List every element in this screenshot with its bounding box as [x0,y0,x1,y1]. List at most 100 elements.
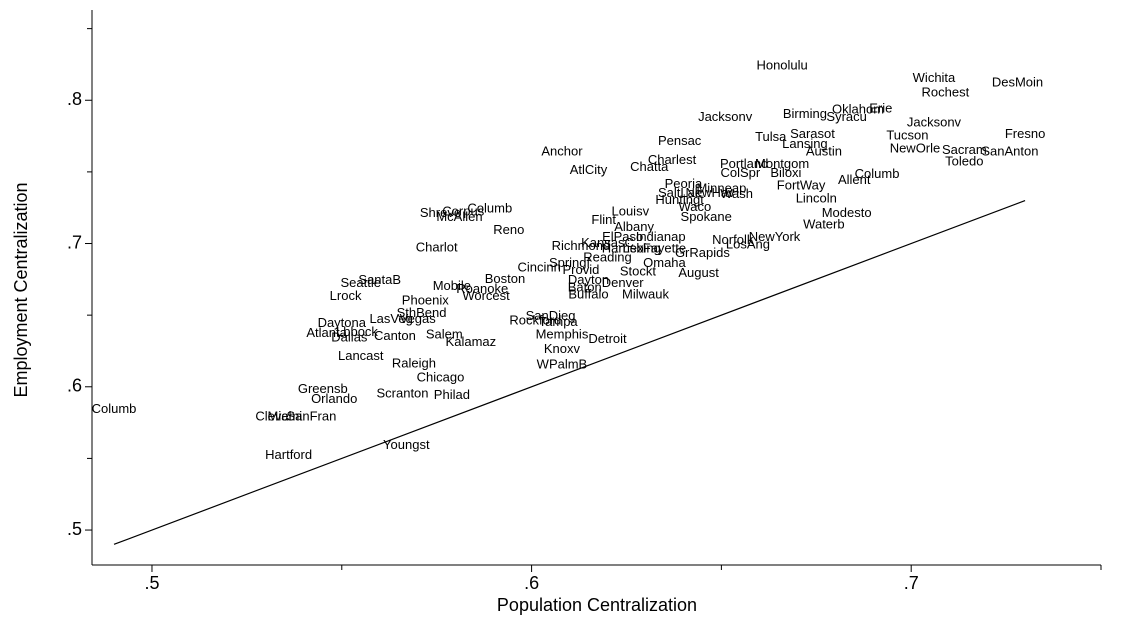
point-label: Stockt [620,264,657,279]
point-label: Clevel [255,408,291,423]
point-label: Tulsa [755,129,787,144]
point-label: Kalamaz [446,334,497,349]
point-label: SantaB [358,272,401,287]
point-label: Austin [806,143,842,158]
point-label: Tucson [886,128,928,143]
point-label: Spokane [681,209,732,224]
point-label: GrRapids [675,245,730,260]
point-label: Phoenix [402,292,449,307]
point-label: Lrock [330,288,362,303]
point-label: Knoxv [544,341,581,356]
point-label: Toledo [945,153,983,168]
point-label: Columb [855,166,900,181]
point-label: Indianap [636,229,686,244]
point-label: Chicago [417,370,465,385]
point-label: Raleigh [392,355,436,370]
point-label: Worcest [462,288,510,303]
point-label: KansasC [581,235,634,250]
point-label: WPalmB [537,357,588,372]
point-label: Wichita [913,70,956,85]
point-label: Charlest [648,152,697,167]
point-label: SanDieg [526,308,576,323]
point-label: Provid [563,262,600,277]
point-label: Youngst [383,437,430,452]
point-label: LasVeg [369,311,412,326]
y-tick-label: .7 [67,232,82,252]
point-label: Flint [591,212,616,227]
point-label: Modesto [822,205,872,220]
point-label: ElPaso [602,229,643,244]
point-label: Milwauk [622,287,669,302]
point-label: Hartford [265,447,312,462]
point-label: Springf [549,255,591,270]
point-label: Dayton [568,272,609,287]
point-label: Erie [869,100,892,115]
point-label: Detroit [588,331,627,346]
point-label: Atlanta [306,325,347,340]
point-label: Pensac [658,133,702,148]
point-label: Portland [720,156,768,171]
point-label: Fresno [1005,126,1045,141]
point-label: Columb [92,401,137,416]
point-label: Buffalo [568,287,608,302]
point-label: Mobile [433,278,471,293]
y-tick-label: .6 [67,376,82,396]
point-label: Huntingt [655,192,704,207]
point-label: Miami [268,408,303,423]
point-label: Wash [720,186,753,201]
point-label: Scranton [376,385,428,400]
point-label: Sacram [942,142,987,157]
point-label: Richmond [552,238,611,253]
x-tick-label: .7 [904,573,919,593]
point-label: Lansing [782,136,828,151]
point-label: SanAnton [981,143,1038,158]
point-label: AtlCity [570,162,608,177]
point-label: Fayette [643,241,686,256]
point-label: Vegas [400,311,437,326]
point-label: Baton [568,279,602,294]
point-label: Chatta [630,159,669,174]
point-label: LosAng [726,236,770,251]
point-label: NewOrle [890,140,941,155]
point-label: Norfolk [712,232,754,247]
point-label: Roanoke [456,281,508,296]
point-label: NewHav [685,185,735,200]
y-tick-label: .8 [67,89,82,109]
point-label: Anchor [541,143,583,158]
point-label: Montgom [755,156,809,171]
point-label: Orlando [311,391,357,406]
point-label: FortWay [777,178,826,193]
point-label: McAllen [436,209,482,224]
point-label: August [678,265,719,280]
point-label: Reading [583,249,631,264]
y-tick-label: .5 [67,519,82,539]
point-label: Albany [614,219,654,234]
point-label: Corpus [442,203,484,218]
point-label: SthBend [397,305,447,320]
point-label: Shreve [420,205,461,220]
point-label: Biloxi [770,165,801,180]
point-label: Daytona [318,315,367,330]
point-label: Memphis [536,327,589,342]
point-label: Seattle [341,275,381,290]
point-label: Peoria [665,176,703,191]
point-label: Rockford [509,312,561,327]
point-label: Cincinn [517,259,560,274]
point-label: Harrisb [602,241,644,256]
point-label: DesMoin [992,75,1043,90]
point-label: Denver [602,275,645,290]
point-label: Lbbock [336,324,378,339]
point-label: Philad [434,387,470,402]
point-label: Columb [467,201,512,216]
point-label: Dallas [331,330,368,345]
point-label: Lexing [623,241,661,256]
point-label: NewYork [749,229,801,244]
point-label: Rochest [922,85,970,100]
point-label: Waco [678,199,711,214]
point-label: Minneap [696,181,746,196]
point-label: Allent [838,172,871,187]
point-label: Reno [493,222,524,237]
y-axis-title: Employment Centralization [11,182,31,397]
point-label: Tampa [539,314,579,329]
